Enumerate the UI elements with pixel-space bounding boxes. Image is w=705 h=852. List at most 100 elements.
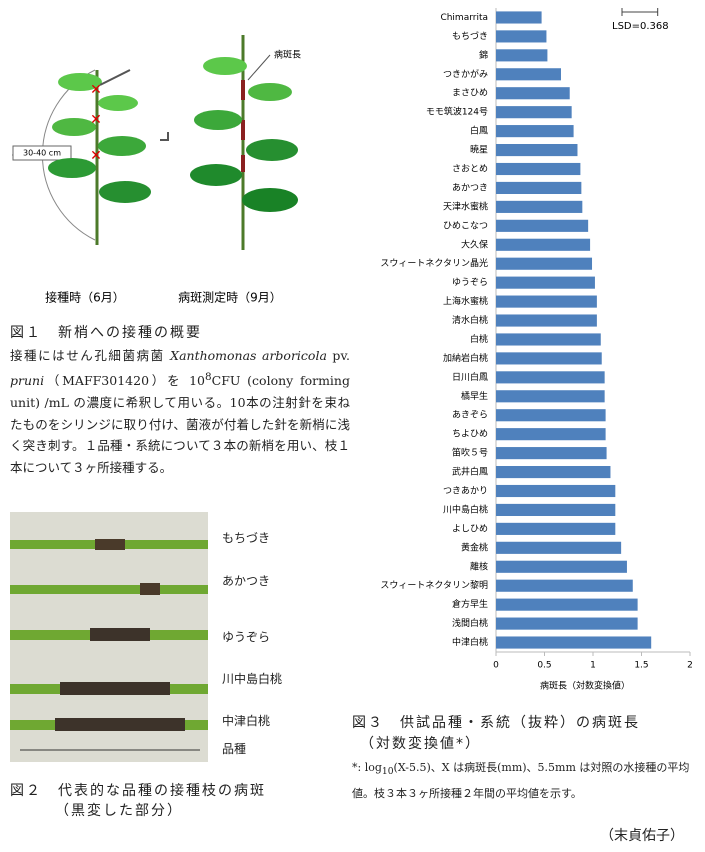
variety-label: あかつき [222,574,271,588]
y-tick-label: あきぞら [452,410,488,421]
body-text: 接種にはせん孔細菌病菌 [10,348,171,363]
y-tick-label: 白桃 [470,333,488,345]
y-tick-label: さおとめ [452,164,488,175]
y-tick-label: 上海水蜜桃 [443,295,488,307]
length-label: 30-40 cm [23,149,61,158]
figure1-caption: 図１ 新梢への接種の概要 [10,325,202,341]
y-tick-label: モモ筑波124号 [426,106,488,118]
variety-label: 中津白桃 [222,714,271,728]
y-tick-label: 加納岩白桃 [443,352,488,364]
y-tick-label: 日川白鳳 [452,371,488,383]
bar [496,352,602,365]
figure3-caption: 図３ 供試品種・系統（抜粋）の病斑長 [352,715,640,731]
bar [496,409,606,422]
bar [496,465,611,479]
lesion-label: 病斑長 [274,49,301,61]
svg-text:✕: ✕ [90,112,102,128]
body-text: （MAFF301420）を 10 [44,372,206,388]
y-tick-label: ちよひめ [452,429,488,440]
body-text: pv. [326,348,350,363]
y-tick-label: 川中島白桃 [443,503,488,515]
y-tick-label: あかつき [452,182,488,193]
bar [496,333,601,346]
label-measurement: 病斑測定時（9月） [178,290,282,305]
note-text: *: log [352,761,382,774]
bar [496,484,616,498]
figure1-body: 接種にはせん孔細菌病菌 Xanthomonas arboricola pv. p… [10,345,350,479]
bar [496,11,542,24]
bar [496,295,597,308]
note-text: (X-5.5)、X は病斑長(mm)、5.5mm は対照の水接種の平均値。枝３本… [352,761,690,801]
bar [496,181,582,195]
y-tick-label: 笛吹５号 [452,447,488,459]
bar [496,238,591,251]
bar [496,125,574,138]
bar [496,106,572,119]
bar [496,617,638,630]
bar [496,257,593,270]
x-axis-label: 病斑長（対数変換値） [540,680,630,692]
y-tick-label: 離核 [470,560,488,572]
bar [496,49,548,62]
y-tick-label: 清水白桃 [452,314,488,326]
variety-label: 品種 [222,742,247,756]
y-tick-label: Chimarrita [440,13,488,23]
x-tick-label: 0.5 [537,661,551,671]
bar [496,390,605,403]
y-tick-label: ひめこなつ [443,220,488,231]
y-tick-label: 浅間白桃 [452,617,488,629]
figure3-note: *: log10(X-5.5)、X は病斑長(mm)、5.5mm は対照の水接種… [352,757,702,805]
note-sub: 10 [381,766,394,778]
bar [496,87,570,100]
y-tick-label: 倉方早生 [452,598,488,610]
x-tick-label: 0 [493,661,499,671]
bar [496,143,578,157]
body-sup: 8 [205,370,212,383]
bar [496,636,652,649]
bar [496,162,581,176]
y-tick-label: 天津水蜜桃 [443,200,488,212]
bar [496,598,638,611]
x-tick-label: 1.5 [634,661,648,671]
y-tick-label: つきかがみ [443,68,488,80]
bar [496,560,627,573]
bar [496,447,607,460]
variety-label: ゆうぞら [222,630,271,644]
author: （末貞佑子） [600,828,684,844]
bar [496,200,583,213]
bar [496,68,561,81]
y-tick-label: 黄金桃 [461,541,488,553]
bar [496,276,595,289]
y-tick-label: スウィートネクタリン黎明 [380,579,488,591]
y-tick-label: 錦 [479,49,488,61]
y-tick-label: 白鳳 [470,125,488,137]
figure2-caption-sub: （黒変した部分） [55,803,183,819]
x-tick-label: 1 [590,661,596,671]
label-inoculation: 接種時（6月） [45,290,125,305]
lsd-label: LSD=0.368 [612,21,669,32]
bar [496,219,589,232]
y-tick-label: 中津白桃 [452,636,488,648]
y-tick-label: もちづき [452,31,488,42]
body-italic: Xanthomonas arboricola [170,348,327,363]
variety-label: もちづき [222,531,271,545]
bar [496,371,605,384]
y-tick-label: よしひめ [452,523,488,534]
figure2-caption: 図２ 代表的な品種の接種枝の病斑 [10,783,266,799]
bar [496,428,606,441]
bar [496,522,616,535]
y-tick-label: ゆうぞら [452,277,488,288]
y-tick-label: まさひめ [452,88,488,99]
figure3-caption-sub: （対数変換値*） [360,736,481,752]
y-tick-label: 大久保 [461,238,488,250]
y-tick-label: つきあかり [443,486,488,497]
svg-text:✕: ✕ [90,148,102,164]
svg-text:✕: ✕ [90,82,102,98]
bar [496,503,616,517]
bar [496,30,547,43]
y-tick-label: 武井白鳳 [452,466,488,478]
body-italic: pruni [10,372,45,388]
x-tick-label: 2 [687,661,693,671]
